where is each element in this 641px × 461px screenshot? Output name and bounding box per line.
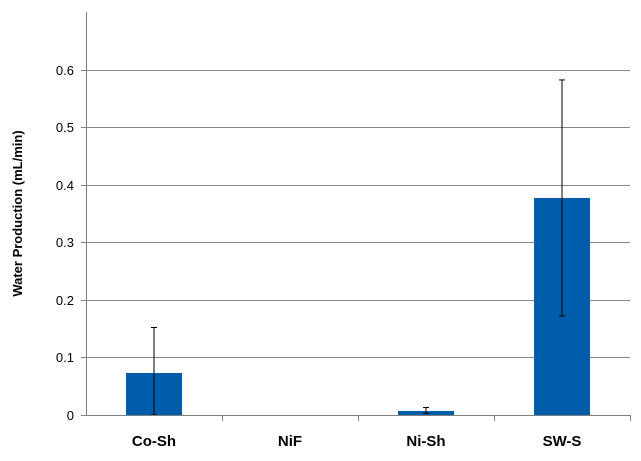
x-tick-label: Co-Sh: [132, 433, 176, 450]
y-tick-label: 0.1: [56, 350, 74, 365]
y-tick-label: 0.5: [56, 120, 74, 135]
x-tick-label: SW-S: [543, 433, 582, 450]
x-tick-labels: Co-Sh NiF Ni-Sh SW-S: [132, 433, 582, 450]
x-tick-label: NiF: [278, 433, 302, 450]
y-axis-title: Water Production (mL/min): [10, 130, 25, 296]
y-tick-label: 0: [67, 408, 74, 423]
y-tick-label: 0.3: [56, 235, 74, 250]
y-tick-label: 0.4: [56, 178, 74, 193]
axes: [86, 12, 630, 416]
x-tick-label: Ni-Sh: [406, 433, 445, 450]
error-bars: [151, 79, 565, 416]
y-tick-label: 0.2: [56, 293, 74, 308]
y-tick-label: 0.6: [56, 63, 74, 78]
bars: [126, 197, 590, 415]
y-tick-labels: 0 0.1 0.2 0.3 0.4 0.5 0.6: [56, 63, 74, 423]
